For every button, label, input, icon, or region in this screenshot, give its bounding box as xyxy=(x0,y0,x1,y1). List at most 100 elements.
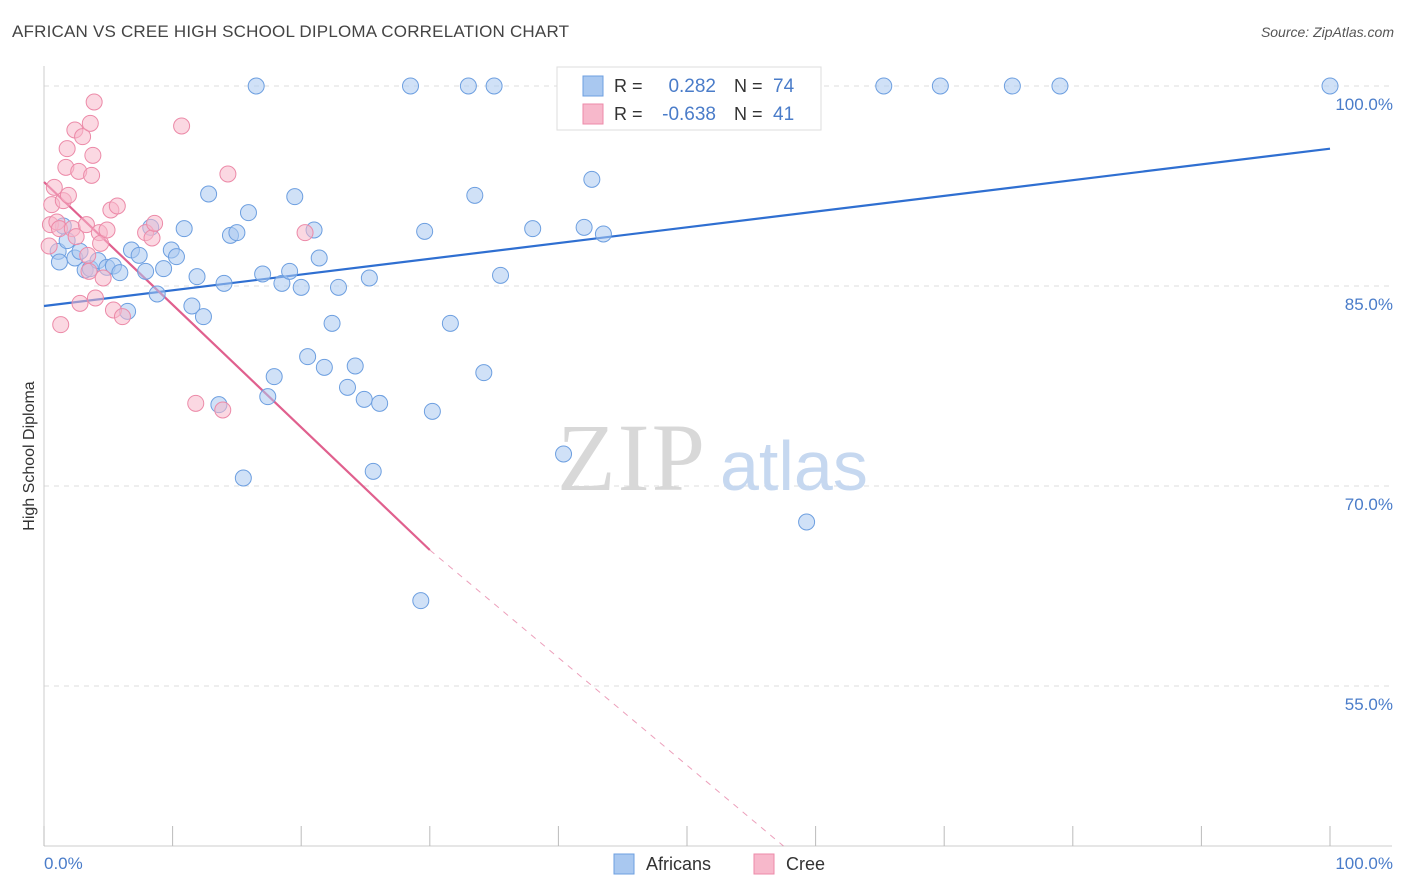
cree-point xyxy=(79,246,97,264)
cree-point xyxy=(52,316,70,334)
africans-point xyxy=(485,77,503,95)
cree-point xyxy=(40,237,58,255)
africans-point xyxy=(323,314,341,332)
africans-point xyxy=(594,225,612,243)
watermark-atlas: atlas xyxy=(720,427,868,505)
y-axis-title: High School Diploma xyxy=(21,381,38,531)
africans-point xyxy=(239,204,257,222)
africans-point xyxy=(364,462,382,480)
africans-point xyxy=(575,218,593,236)
cree-point xyxy=(143,229,161,247)
africans-point xyxy=(360,269,378,287)
africans-point xyxy=(188,268,206,286)
africans-point xyxy=(402,77,420,95)
cree-point xyxy=(94,269,112,287)
africans-point xyxy=(50,253,68,271)
legend-swatch xyxy=(753,853,775,875)
y-tick-label: 100.0% xyxy=(1335,95,1393,114)
africans-point xyxy=(1051,77,1069,95)
africans-point xyxy=(459,77,477,95)
cree-point xyxy=(74,128,92,146)
africans-point xyxy=(148,285,166,303)
africans-point xyxy=(875,77,893,95)
africans-point xyxy=(130,246,148,264)
africans-point xyxy=(1003,77,1021,95)
africans-point xyxy=(234,469,252,487)
africans-point xyxy=(371,394,389,412)
x-tick-label: 100.0% xyxy=(1335,854,1393,873)
africans-point xyxy=(475,364,493,382)
africans-point xyxy=(931,77,949,95)
cree-point xyxy=(146,214,164,232)
africans-point xyxy=(412,592,430,610)
africans-point xyxy=(281,262,299,280)
cree-point xyxy=(80,262,98,280)
chart-title: AFRICAN VS CREE HIGH SCHOOL DIPLOMA CORR… xyxy=(12,22,570,41)
stats-n-value: 74 xyxy=(773,76,795,97)
cree-point xyxy=(71,294,89,312)
africans-point xyxy=(200,185,218,203)
legend-label: Cree xyxy=(786,854,825,874)
africans-point xyxy=(247,77,265,95)
africans-point xyxy=(555,445,573,463)
legend-swatch xyxy=(613,853,635,875)
axis-labels: 100.0% 85.0% 70.0% 55.0% 0.0% 100.0% High Scho… xyxy=(21,95,1393,873)
africans-point xyxy=(466,186,484,204)
stats-n-label: N = xyxy=(734,76,763,96)
africans-point xyxy=(355,390,373,408)
africans-point xyxy=(524,220,542,238)
cree-point xyxy=(86,289,104,307)
cree-point xyxy=(58,140,76,158)
axes xyxy=(43,66,1392,847)
cree-point xyxy=(83,166,101,184)
stats-r-label: R = xyxy=(614,76,643,96)
africans-point xyxy=(228,224,246,242)
africans-point xyxy=(259,388,277,406)
trend-line-extension xyxy=(429,549,784,847)
africans-point xyxy=(183,297,201,315)
legend-label: Africans xyxy=(646,854,711,874)
stats-r-label: R = xyxy=(614,104,643,124)
africans-point xyxy=(155,260,173,278)
africans-point xyxy=(254,265,272,283)
africans-point xyxy=(194,308,212,326)
africans-point xyxy=(175,220,193,238)
cree-point xyxy=(85,93,103,111)
y-tick-label: 55.0% xyxy=(1345,695,1393,714)
grid-lines xyxy=(44,85,1392,687)
stats-n-label: N = xyxy=(734,104,763,124)
africans-point xyxy=(310,249,328,267)
africans-point xyxy=(137,262,155,280)
africans-point xyxy=(338,378,356,396)
cree-point xyxy=(98,221,116,239)
cree-point xyxy=(173,117,191,135)
cree-point xyxy=(214,401,232,419)
africans-point xyxy=(441,314,459,332)
cree-point xyxy=(187,394,205,412)
y-tick-label: 70.0% xyxy=(1345,495,1393,514)
africans-point xyxy=(315,358,333,376)
africans-point xyxy=(329,278,347,296)
africans-point xyxy=(346,357,364,375)
cree-point xyxy=(108,197,126,215)
chart-source: Source: ZipAtlas.com xyxy=(1260,24,1394,40)
stats-n-value: 41 xyxy=(773,104,794,125)
africans-point xyxy=(215,274,233,292)
y-tick-label: 85.0% xyxy=(1345,295,1393,314)
africans-point xyxy=(111,264,129,282)
cree-point xyxy=(81,114,99,132)
watermark: ZIP atlas xyxy=(557,404,868,511)
cree-point xyxy=(84,146,102,164)
cree-point xyxy=(113,308,131,326)
cree-point xyxy=(45,178,63,196)
africans-point xyxy=(167,248,185,266)
stats-legend-swatch xyxy=(582,103,604,125)
cree-point xyxy=(77,216,95,234)
cree-point xyxy=(67,228,85,246)
africans-point xyxy=(1321,77,1339,95)
africans-point xyxy=(583,170,601,188)
series-legend: Africans Cree xyxy=(613,853,825,875)
x-tick-label: 0.0% xyxy=(44,854,83,873)
cree-point xyxy=(219,165,237,183)
